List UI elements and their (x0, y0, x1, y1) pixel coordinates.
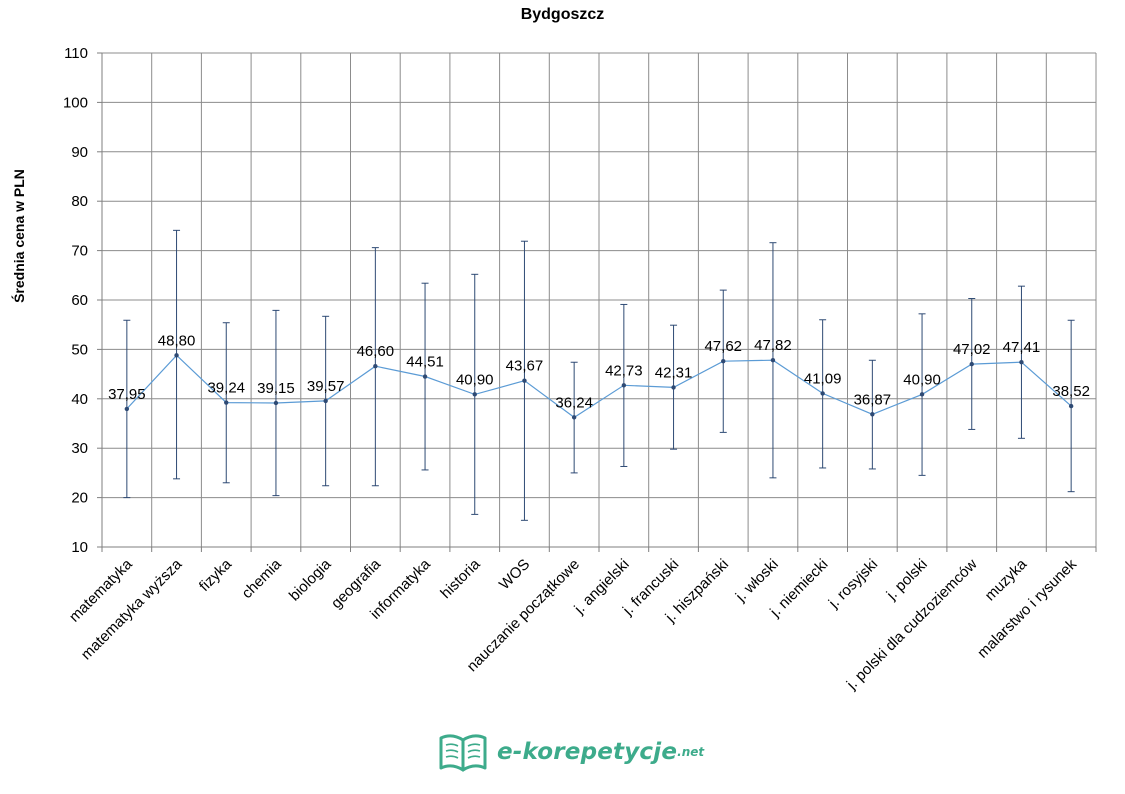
series-line (126, 354, 1072, 419)
data-label: 48,80 (158, 332, 196, 349)
data-label: 40,90 (903, 371, 941, 388)
data-point (422, 374, 428, 379)
series-line-group (126, 354, 1072, 419)
open-book-icon (439, 734, 487, 772)
data-label: 47,62 (704, 338, 742, 355)
data-point (373, 363, 378, 369)
chart-title: Bydgoszcz (520, 6, 605, 23)
x-tick-label: WOS (496, 556, 533, 593)
data-point (571, 415, 577, 420)
data-label: 36,87 (854, 391, 892, 408)
data-point (273, 400, 279, 406)
x-tick-label: j. polski (883, 556, 931, 604)
data-point (671, 385, 676, 390)
x-tick-label: historia (437, 555, 484, 602)
data-label: 39,57 (307, 378, 345, 395)
y-tick-label: 50 (71, 341, 88, 358)
data-label: 36,24 (555, 394, 593, 411)
y-tick-label: 10 (71, 539, 88, 556)
x-tick-label: muzyka (982, 555, 1031, 604)
x-tick-label: j. rosyjski (825, 556, 881, 612)
data-point (224, 400, 229, 405)
data-point (721, 358, 726, 364)
y-tick-label: 110 (64, 45, 88, 62)
x-tick-label: biologia (286, 555, 335, 604)
data-labels: 37,95 48,80 39,24 39,15 39,57 46,60 44,51 40,90… (108, 332, 1090, 411)
data-point (522, 378, 527, 383)
data-points (124, 353, 1074, 420)
x-tick-label: malarstwo i rysunek (974, 555, 1080, 661)
data-label: 42,31 (655, 364, 693, 381)
data-label: 47,02 (953, 341, 991, 358)
y-tick-label: 60 (71, 292, 88, 309)
data-point (1019, 359, 1024, 365)
data-label: 39,15 (257, 380, 295, 397)
y-tick-label: 20 (71, 490, 88, 507)
y-tick-label: 100 (63, 94, 88, 111)
data-label: 44,51 (406, 354, 444, 371)
data-point (969, 361, 974, 367)
x-tick-label: fizyka (196, 555, 236, 595)
logo-text: e-korepetycje (497, 739, 678, 765)
data-point (174, 353, 179, 358)
logo-suffix: .net (677, 745, 705, 759)
data-point (124, 406, 130, 412)
y-tick-label: 70 (71, 243, 88, 260)
data-point (472, 392, 477, 397)
data-label: 39,24 (207, 380, 245, 397)
y-axis-title: Średnia cena w PLN (10, 169, 27, 303)
data-label: 37,95 (108, 386, 146, 403)
gridlines (101, 52, 1097, 548)
data-point (820, 391, 825, 396)
x-tick-label: chemia (239, 555, 286, 602)
data-point (621, 383, 627, 388)
x-tick-label: j. włoski (732, 556, 782, 606)
data-label: 42,73 (605, 362, 643, 379)
y-tick-labels: 10 20 30 40 50 60 70 80 90 100 110 (63, 45, 88, 556)
y-tick-label: 40 (71, 391, 88, 408)
data-point (1068, 403, 1074, 409)
data-point (770, 357, 776, 363)
data-label: 43,67 (506, 358, 544, 375)
data-label: 38,52 (1052, 383, 1090, 400)
data-label: 46,60 (357, 343, 395, 360)
y-tick-label: 80 (71, 193, 88, 210)
y-tick-label: 90 (71, 144, 88, 161)
data-point (870, 412, 875, 417)
site-logo: e-korepetycje .net (437, 730, 704, 774)
data-point (919, 392, 925, 397)
y-tick-label: 30 (71, 440, 88, 457)
data-point (323, 398, 328, 404)
axes (97, 52, 1097, 552)
data-label: 40,90 (456, 371, 494, 388)
data-label: 41,09 (804, 370, 842, 387)
data-label: 47,82 (754, 337, 792, 354)
data-label: 47,41 (1003, 339, 1041, 356)
